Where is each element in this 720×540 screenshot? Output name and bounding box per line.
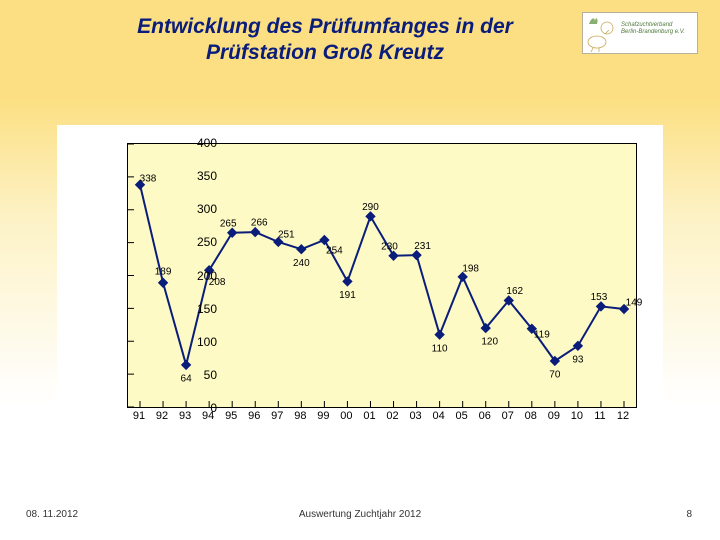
x-tick-label: 93 bbox=[179, 410, 191, 422]
title-line-2: Prüfstation Groß Kreutz bbox=[206, 41, 444, 64]
svg-text:254: 254 bbox=[326, 246, 343, 257]
slide: Entwicklung des Prüfumfanges in der Prüf… bbox=[0, 0, 720, 540]
x-tick-label: 99 bbox=[317, 410, 329, 422]
x-tick-label: 05 bbox=[456, 410, 468, 422]
x-tick-label: 97 bbox=[271, 410, 283, 422]
svg-text:240: 240 bbox=[293, 258, 310, 269]
x-tick-label: 02 bbox=[386, 410, 398, 422]
y-tick-label: 50 bbox=[204, 368, 217, 382]
x-tick-label: 96 bbox=[248, 410, 260, 422]
svg-text:198: 198 bbox=[462, 263, 479, 274]
svg-text:70: 70 bbox=[549, 370, 561, 381]
svg-text:265: 265 bbox=[220, 218, 237, 229]
svg-text:231: 231 bbox=[414, 241, 431, 252]
y-tick-label: 150 bbox=[197, 302, 217, 316]
y-tick-label: 300 bbox=[197, 202, 217, 216]
x-tick-label: 06 bbox=[479, 410, 491, 422]
svg-text:119: 119 bbox=[534, 329, 550, 340]
svg-text:191: 191 bbox=[339, 290, 356, 301]
footer-date: 08. 11.2012 bbox=[26, 509, 78, 520]
x-tick-label: 94 bbox=[202, 410, 214, 422]
x-tick-label: 11 bbox=[594, 410, 605, 422]
x-tick-label: 00 bbox=[340, 410, 352, 422]
x-tick-label: 98 bbox=[294, 410, 306, 422]
y-tick-label: 350 bbox=[197, 169, 217, 183]
svg-text:120: 120 bbox=[481, 337, 498, 348]
svg-text:266: 266 bbox=[251, 218, 268, 229]
svg-text:64: 64 bbox=[181, 374, 193, 385]
x-tick-label: 07 bbox=[502, 410, 514, 422]
y-tick-label: 400 bbox=[197, 136, 217, 150]
svg-text:153: 153 bbox=[591, 292, 608, 303]
x-tick-label: 12 bbox=[617, 410, 629, 422]
logo-icon bbox=[585, 14, 621, 54]
y-tick-label: 250 bbox=[197, 235, 217, 249]
footer-center: Auswertung Zuchtjahr 2012 bbox=[299, 509, 421, 520]
svg-text:149: 149 bbox=[626, 298, 643, 309]
svg-text:290: 290 bbox=[362, 202, 379, 213]
x-tick-label: 03 bbox=[409, 410, 421, 422]
slide-number: 8 bbox=[686, 509, 692, 520]
logo: SchafzuchtverbandBerlin-Brandenburg e.V. bbox=[582, 12, 698, 54]
svg-text:230: 230 bbox=[381, 241, 398, 252]
x-tick-label: 91 bbox=[133, 410, 145, 422]
svg-text:162: 162 bbox=[506, 286, 523, 297]
x-tick-label: 08 bbox=[525, 410, 537, 422]
svg-text:338: 338 bbox=[140, 173, 157, 184]
x-tick-label: 09 bbox=[548, 410, 560, 422]
chart-container: Anzahl eingest. Lä 338189642082652662512… bbox=[57, 125, 663, 450]
x-tick-label: 01 bbox=[363, 410, 375, 422]
title-line-1: Entwicklung des Prüfumfanges in der bbox=[137, 15, 513, 38]
y-tick-label: 200 bbox=[197, 269, 217, 283]
x-tick-label: 95 bbox=[225, 410, 237, 422]
svg-text:110: 110 bbox=[432, 343, 448, 354]
svg-text:251: 251 bbox=[278, 230, 295, 241]
x-tick-label: 04 bbox=[432, 410, 444, 422]
logo-text: SchafzuchtverbandBerlin-Brandenburg e.V. bbox=[621, 22, 685, 35]
slide-title: Entwicklung des Prüfumfanges in der Prüf… bbox=[90, 14, 560, 67]
svg-text:93: 93 bbox=[572, 354, 584, 365]
x-tick-label: 92 bbox=[156, 410, 168, 422]
x-tick-label: 10 bbox=[571, 410, 583, 422]
y-tick-label: 100 bbox=[197, 335, 217, 349]
svg-text:189: 189 bbox=[155, 266, 172, 277]
